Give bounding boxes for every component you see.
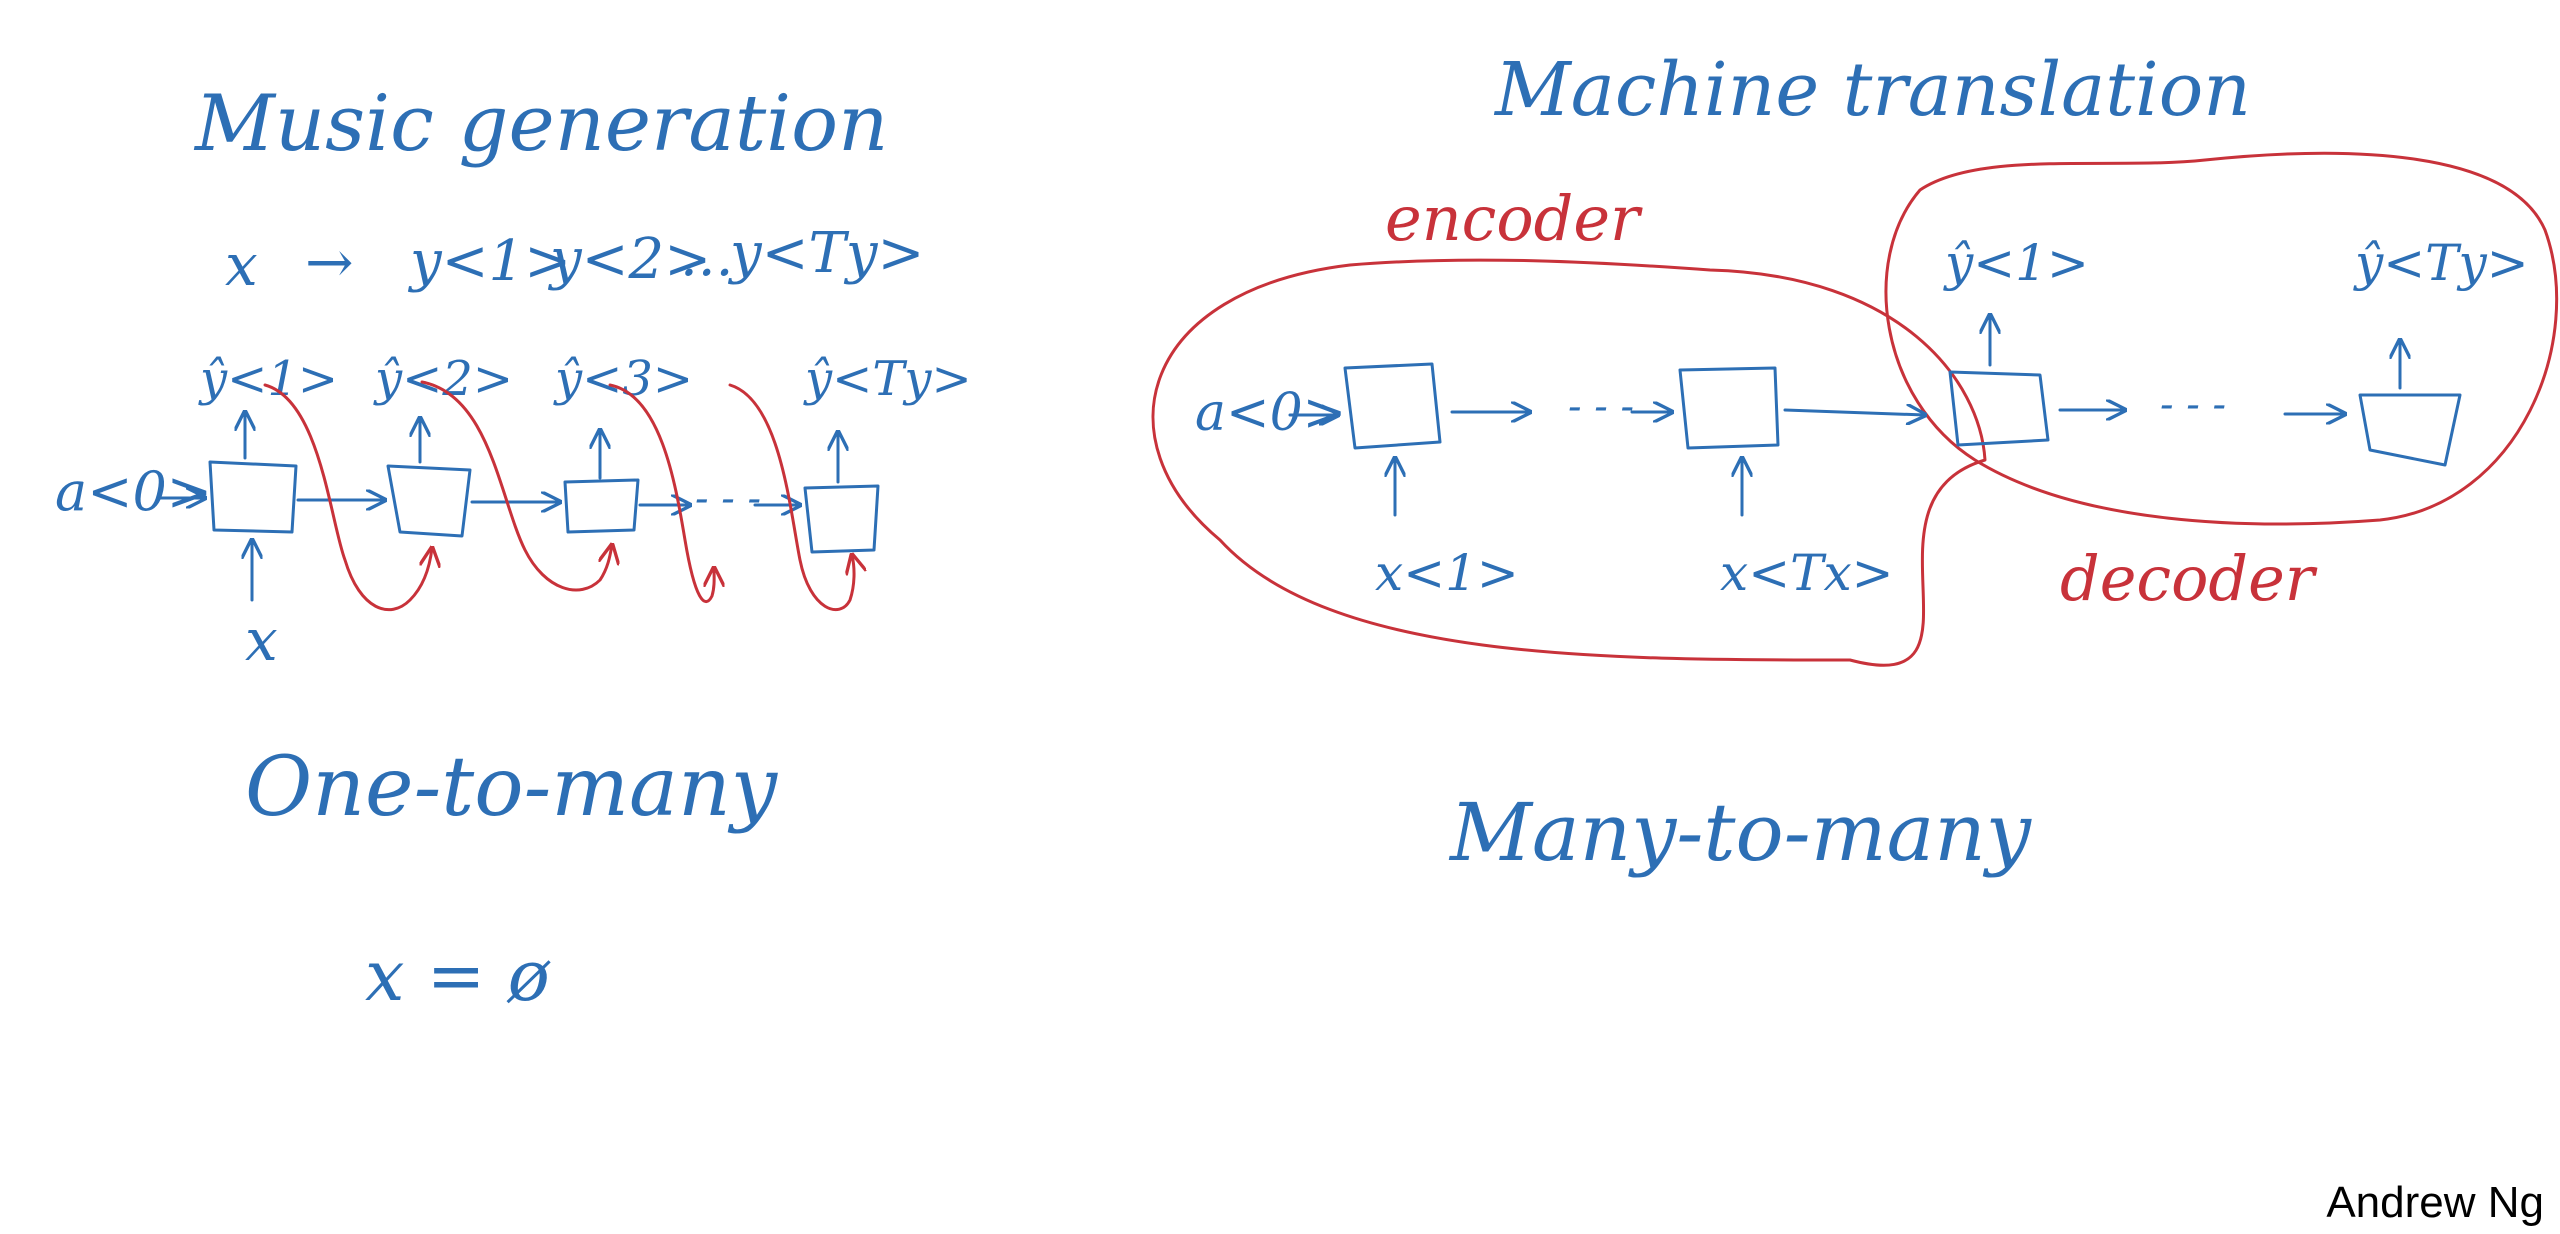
encoder-outline <box>1151 258 1987 667</box>
equation-output-1: y<1> <box>407 229 571 294</box>
equation-ellipsis: ... <box>680 224 733 289</box>
encoder-to-decoder-arrow <box>1783 410 1925 415</box>
feedback-loop-4 <box>728 383 854 611</box>
decoder-cell-Ty <box>2358 393 2462 467</box>
left-activation-a0: a<0> <box>55 460 212 523</box>
left-title: Music generation <box>193 79 888 169</box>
equation-output-2: y<2> <box>547 227 711 292</box>
rnn-cell-1 <box>208 460 298 534</box>
equation-output-Ty: y<Ty> <box>727 221 924 286</box>
encoder-cell-1 <box>1343 362 1442 450</box>
decoder-output-1: ŷ<1> <box>1943 234 2089 292</box>
decoder-label: decoder <box>2060 542 2318 615</box>
author-credit: Andrew Ng <box>2326 1178 2544 1227</box>
left-panel: Music generation x → y<1> y<2> ... y<Ty>… <box>55 79 972 1017</box>
encoder-dots: - - - <box>1568 384 1634 430</box>
right-panel: Machine translation encoder decoder a<0>… <box>1151 47 2559 879</box>
decoder-cell-1 <box>1948 370 2050 447</box>
left-output-3: ŷ<3> <box>553 351 693 407</box>
right-title: Machine translation <box>1493 47 2251 133</box>
rnn-cell-3 <box>563 478 640 534</box>
left-dots: - - - <box>695 476 761 522</box>
equation-input: x <box>225 231 258 299</box>
left-category: One-to-many <box>245 740 779 835</box>
encoder-cell-Tx <box>1678 366 1780 450</box>
decoder-output-Ty: ŷ<Ty> <box>2353 234 2529 292</box>
left-output-2: ŷ<2> <box>373 351 513 407</box>
encoder-input-1: x<1> <box>1375 544 1519 602</box>
encoder-label: encoder <box>1385 182 1643 255</box>
left-note: x = ø <box>365 935 552 1017</box>
feedback-loop-1 <box>263 383 432 611</box>
left-input-x: x <box>245 606 278 674</box>
equation-arrow: → <box>305 228 354 296</box>
feedback-loop-3 <box>608 383 714 603</box>
decoder-dots: - - - <box>2160 382 2226 428</box>
rnn-cell-Ty <box>803 484 880 554</box>
encoder-input-Tx: x<Tx> <box>1720 544 1894 602</box>
rnn-cell-2 <box>386 464 472 538</box>
right-activation-a0: a<0> <box>1195 383 1346 443</box>
decoder-outline <box>1884 151 2559 526</box>
sequence-equation: x → y<1> y<2> ... y<Ty> <box>225 221 924 299</box>
right-category: Many-to-many <box>1448 786 2033 879</box>
left-output-Ty: ŷ<Ty> <box>803 351 972 407</box>
left-output-1: ŷ<1> <box>198 351 338 407</box>
feedback-loop-2 <box>420 380 612 592</box>
